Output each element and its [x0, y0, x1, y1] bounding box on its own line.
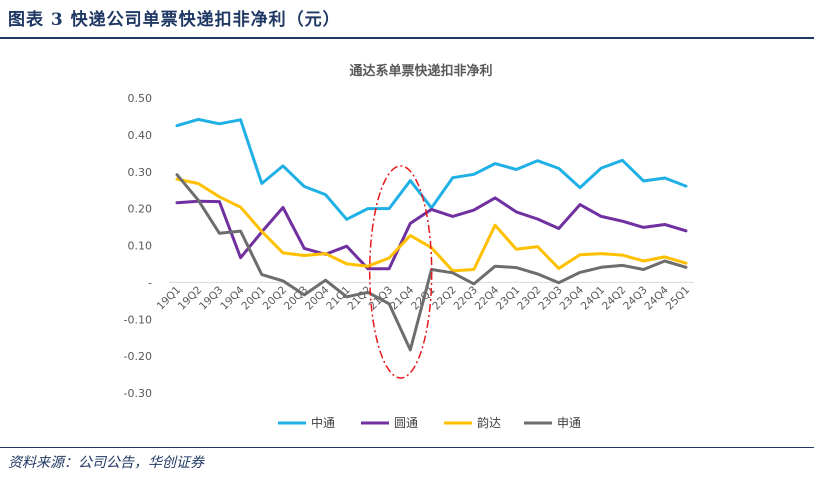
figure-title: 图表 3 快递公司单票快递扣非净利（元）: [8, 10, 341, 30]
line-chart: 通达系单票快递扣非净利 0.50 0.40 0.30 0.20 0.10 - -0.10 -0…: [124, 63, 694, 430]
y-tick-label: 0.40: [128, 129, 153, 142]
x-tick-label: 25Q1: [664, 284, 693, 313]
y-tick-label: 0.30: [128, 166, 153, 179]
y-axis: 0.50 0.40 0.30 0.20 0.10 - -0.10 -0.20 -0.30: [124, 92, 152, 400]
legend: 中通 圆通 韵达 申通: [278, 415, 581, 430]
series-line: [175, 117, 688, 221]
legend-label: 圆通: [394, 416, 418, 430]
y-tick-label: -0.20: [124, 350, 152, 363]
top-divider: [0, 37, 814, 39]
series-lines: [175, 117, 688, 352]
y-tick-label: 0.10: [128, 240, 153, 253]
highlight-ellipse: [368, 165, 433, 379]
y-tick-label: -0.30: [124, 387, 152, 400]
chart-title: 通达系单票快递扣非净利: [349, 63, 492, 79]
y-tick-label: 0.50: [128, 92, 153, 105]
y-tick-label: 0.20: [128, 203, 153, 216]
bottom-divider: [0, 447, 814, 448]
annotations: [368, 165, 433, 379]
legend-label: 中通: [311, 415, 335, 430]
legend-label: 申通: [557, 416, 581, 430]
legend-label: 韵达: [477, 415, 501, 430]
y-tick-label: -0.10: [124, 313, 152, 326]
source-note: 资料来源：公司公告，华创证券: [8, 455, 204, 471]
y-tick-label: -: [148, 276, 152, 289]
figure-header: 图表 3 快递公司单票快递扣非净利（元）: [0, 0, 814, 36]
